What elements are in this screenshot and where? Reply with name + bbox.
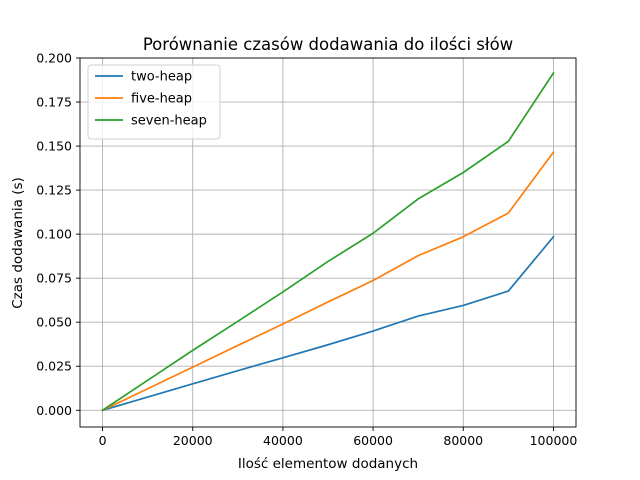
x-tick-label: 60000 (353, 433, 393, 448)
y-tick-label: 0.150 (36, 139, 72, 154)
legend-label-two-heap: two-heap (131, 70, 192, 85)
y-tick-label: 0.000 (36, 403, 72, 418)
series-line-two-heap (101, 235, 555, 412)
x-tick-label: 20000 (173, 433, 213, 448)
y-tick-label: 0.075 (36, 271, 72, 286)
y-tick-label: 0.175 (36, 95, 72, 110)
series-line-five-heap (101, 151, 555, 412)
y-tick-label: 0.100 (36, 227, 72, 242)
legend-label-five-heap: five-heap (131, 92, 192, 107)
y-tick-label: 0.050 (36, 315, 72, 330)
chart-title: Porównanie czasów dodawania do ilości sł… (143, 35, 513, 54)
x-axis-title: Ilość elementow dodanych (238, 456, 418, 472)
x-axis-ticks: 0 20000 40000 60000 80000 100000 (99, 427, 578, 448)
y-tick-label: 0.025 (36, 359, 72, 374)
plot-area-frame (79, 57, 577, 428)
y-axis-ticks: 0.000 0.025 0.050 0.075 0.100 0.125 0.150 0.175… (36, 51, 80, 418)
x-tick-label: 0 (99, 433, 107, 448)
y-tick-label: 0.200 (36, 51, 72, 66)
y-tick-label: 0.125 (36, 183, 72, 198)
x-tick-label: 80000 (443, 433, 483, 448)
legend: two-heap five-heap seven-heap (87, 64, 221, 140)
series-lines (101, 71, 555, 412)
legend-label-seven-heap: seven-heap (131, 114, 207, 129)
series-line-seven-heap (101, 71, 555, 412)
x-tick-label: 40000 (263, 433, 303, 448)
x-tick-label: 100000 (530, 433, 578, 448)
y-axis-title: Czas dodawania (s) (10, 177, 26, 309)
